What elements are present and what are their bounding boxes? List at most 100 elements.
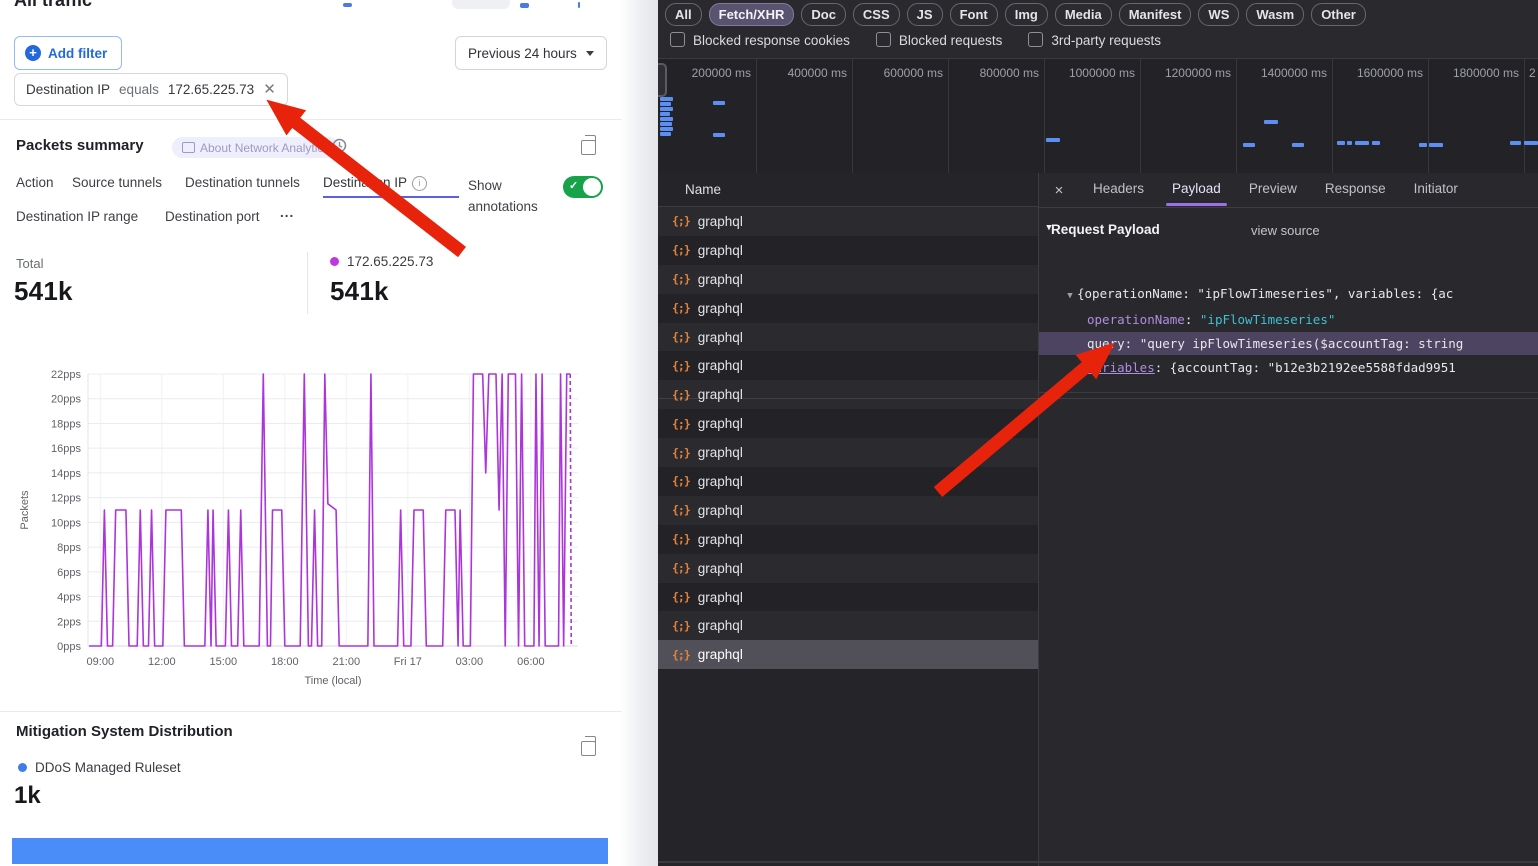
timeline-gridline (1332, 59, 1333, 174)
table-row[interactable]: {;} graphql (658, 264, 1038, 294)
tab-destination-port[interactable]: Destination port (165, 209, 260, 224)
payload-variables-line[interactable]: ▶ variables: {accountTag: "b12e3b2192ee55… (1039, 356, 1538, 379)
checkbox-blocked-response-cookies[interactable]: Blocked response cookies (670, 32, 850, 48)
filter-pill-font[interactable]: Font (949, 3, 998, 26)
table-row[interactable]: {;} graphql (658, 640, 1038, 670)
filter-chip-close-icon[interactable]: ✕ (263, 81, 276, 98)
table-row[interactable]: {;} graphql (658, 467, 1038, 496)
tab-destination-tunnels[interactable]: Destination tunnels (185, 175, 300, 190)
table-row[interactable]: {;} graphql (658, 207, 1038, 236)
waterfall-request-mark[interactable] (1046, 138, 1060, 142)
table-row[interactable]: {;} graphql (658, 553, 1038, 583)
svg-text:10pps: 10pps (51, 517, 81, 529)
tab-destination-ip-range[interactable]: Destination IP range (16, 209, 139, 224)
filter-pill-fetchxhr[interactable]: Fetch/XHR (708, 3, 795, 26)
tab-source-tunnels[interactable]: Source tunnels (72, 175, 163, 190)
checkbox-box[interactable] (875, 32, 891, 47)
active-tab-underline (323, 196, 459, 198)
packets-timeseries-chart: 0pps 2pps 4pps 6pps 8pps 10pps 12pps 14pps 16pps… (19, 369, 578, 687)
waterfall-request-mark[interactable] (1243, 143, 1255, 147)
payload-preview-line[interactable]: ▼ {operationName: "ipFlowTimeseries", var… (1039, 282, 1538, 305)
tab-response[interactable]: Response (1324, 181, 1386, 196)
total-value: 541k (14, 276, 73, 306)
tabs-more-button[interactable]: ... (280, 205, 295, 220)
table-row[interactable]: {;} graphql (658, 322, 1038, 352)
operation-name-key: operationName (1087, 312, 1185, 327)
expand-card-icon[interactable] (581, 736, 596, 756)
plus-icon: + (25, 45, 41, 61)
filter-pill-js[interactable]: JS (906, 3, 943, 26)
checkbox-box[interactable] (1028, 32, 1044, 47)
table-row[interactable]: {;} graphql (658, 495, 1038, 525)
waterfall-request-mark[interactable] (1292, 143, 1304, 147)
tab-action[interactable]: Action (16, 175, 54, 190)
waterfall-request-mark[interactable] (660, 112, 670, 116)
table-row[interactable]: {;} graphql (658, 380, 1038, 410)
waterfall-request-mark[interactable] (660, 117, 673, 121)
stats-divider (307, 252, 308, 314)
waterfall-request-mark[interactable] (1419, 143, 1427, 147)
request-name: graphql (697, 647, 743, 663)
request-name: graphql (697, 329, 743, 345)
view-source-link[interactable]: view source (1251, 223, 1320, 238)
table-row[interactable]: {;} graphql (658, 438, 1038, 468)
tab-initiator[interactable]: Initiator (1413, 181, 1458, 196)
table-row[interactable]: {;} graphql (658, 293, 1038, 323)
checkbox-blocked-requests[interactable]: Blocked requests (875, 32, 1002, 48)
filter-pill-img[interactable]: Img (1004, 3, 1048, 26)
waterfall-request-mark[interactable] (660, 97, 673, 101)
table-row[interactable]: {;} graphql (658, 524, 1038, 554)
waterfall-request-mark[interactable] (1524, 141, 1538, 145)
filter-pill-wasm[interactable]: Wasm (1246, 3, 1305, 26)
filter-pill-ws[interactable]: WS (1198, 3, 1240, 26)
expander-icon[interactable]: ▼ (1046, 223, 1052, 233)
waterfall-request-mark[interactable] (1337, 141, 1345, 145)
waterfall-request-mark[interactable] (660, 122, 672, 126)
tab-preview[interactable]: Preview (1248, 181, 1297, 196)
waterfall-request-mark[interactable] (1372, 141, 1380, 145)
time-range-dropdown[interactable]: Previous 24 hours (455, 36, 607, 70)
table-row[interactable]: {;} graphql (658, 351, 1038, 381)
panel-scrollbar-gutter[interactable] (622, 0, 658, 866)
waterfall-request-mark[interactable] (1347, 141, 1352, 145)
filter-pill-all[interactable]: All (665, 3, 702, 26)
checkbox-3rd-party-requests[interactable]: 3rd-party requests (1028, 32, 1161, 48)
table-row[interactable]: {;} graphql (658, 611, 1038, 641)
close-icon[interactable]: × (1054, 181, 1064, 199)
filter-pill-other[interactable]: Other (1311, 3, 1366, 26)
request-name: graphql (697, 531, 743, 547)
annotations-toggle[interactable]: ✓ (563, 176, 603, 198)
waterfall-request-mark[interactable] (713, 133, 725, 137)
waterfall-request-mark[interactable] (660, 107, 673, 111)
waterfall-request-mark[interactable] (660, 132, 671, 136)
waterfall-request-mark[interactable] (1264, 120, 1278, 124)
waterfall-request-mark[interactable] (1429, 143, 1443, 147)
about-network-analytics-badge[interactable]: About Network Analytics (172, 137, 340, 158)
waterfall-request-mark[interactable] (660, 127, 673, 131)
table-row[interactable]: {;} graphql (658, 409, 1038, 439)
add-filter-button[interactable]: + Add filter (14, 36, 123, 70)
filter-pill-css[interactable]: CSS (852, 3, 900, 26)
payload-operation-line[interactable]: operationName: "ipFlowTimeseries" (1087, 312, 1336, 327)
name-column-header[interactable]: Name (658, 173, 1038, 207)
expand-card-icon[interactable] (581, 135, 596, 155)
variables-key: variables (1087, 360, 1155, 375)
waterfall-request-mark[interactable] (1355, 141, 1369, 145)
checkbox-box[interactable] (670, 32, 685, 47)
waterfall-overview[interactable]: 200000 ms 400000 ms 600000 ms 800000 ms 1000… (658, 58, 1538, 175)
filter-pill-doc[interactable]: Doc (801, 3, 846, 26)
tab-headers[interactable]: Headers (1093, 181, 1145, 196)
expander-icon[interactable]: ▼ (1067, 291, 1073, 301)
filter-pill-manifest[interactable]: Manifest (1118, 3, 1192, 26)
filter-chip[interactable]: Destination IP equals 172.65.225.73 ✕ (14, 73, 288, 106)
tab-payload[interactable]: Payload (1158, 173, 1235, 207)
table-row[interactable]: {;} graphql (658, 582, 1038, 612)
waterfall-request-mark[interactable] (1510, 141, 1521, 145)
waterfall-request-mark[interactable] (660, 102, 671, 106)
table-row[interactable]: {;} graphql (658, 235, 1038, 265)
filter-pill-media[interactable]: Media (1054, 3, 1112, 26)
waterfall-request-mark[interactable] (713, 101, 725, 105)
expander-icon[interactable]: ▶ (1077, 365, 1083, 375)
tab-destination-ip[interactable]: Destination IP i (323, 175, 428, 191)
payload-query-line[interactable]: query: "query ipFlowTimeseries($accountT… (1039, 332, 1538, 355)
